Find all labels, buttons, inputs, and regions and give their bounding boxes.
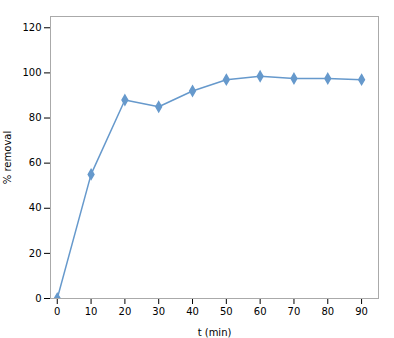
svg-text:20: 20 [29, 248, 42, 259]
svg-text:10: 10 [85, 306, 98, 317]
svg-text:80: 80 [29, 112, 42, 123]
svg-text:40: 40 [186, 306, 199, 317]
svg-text:60: 60 [29, 157, 42, 168]
svg-text:50: 50 [220, 306, 233, 317]
svg-text:60: 60 [254, 306, 267, 317]
svg-text:120: 120 [22, 22, 41, 33]
svg-text:100: 100 [22, 67, 41, 78]
svg-text:% removal: % removal [2, 131, 13, 184]
svg-text:90: 90 [355, 306, 368, 317]
svg-text:80: 80 [321, 306, 334, 317]
svg-text:40: 40 [29, 202, 42, 213]
svg-text:70: 70 [288, 306, 301, 317]
svg-text:0: 0 [35, 293, 41, 304]
svg-text:0: 0 [54, 306, 60, 317]
svg-text:30: 30 [152, 306, 165, 317]
svg-text:t (min): t (min) [198, 327, 232, 338]
svg-text:20: 20 [119, 306, 132, 317]
